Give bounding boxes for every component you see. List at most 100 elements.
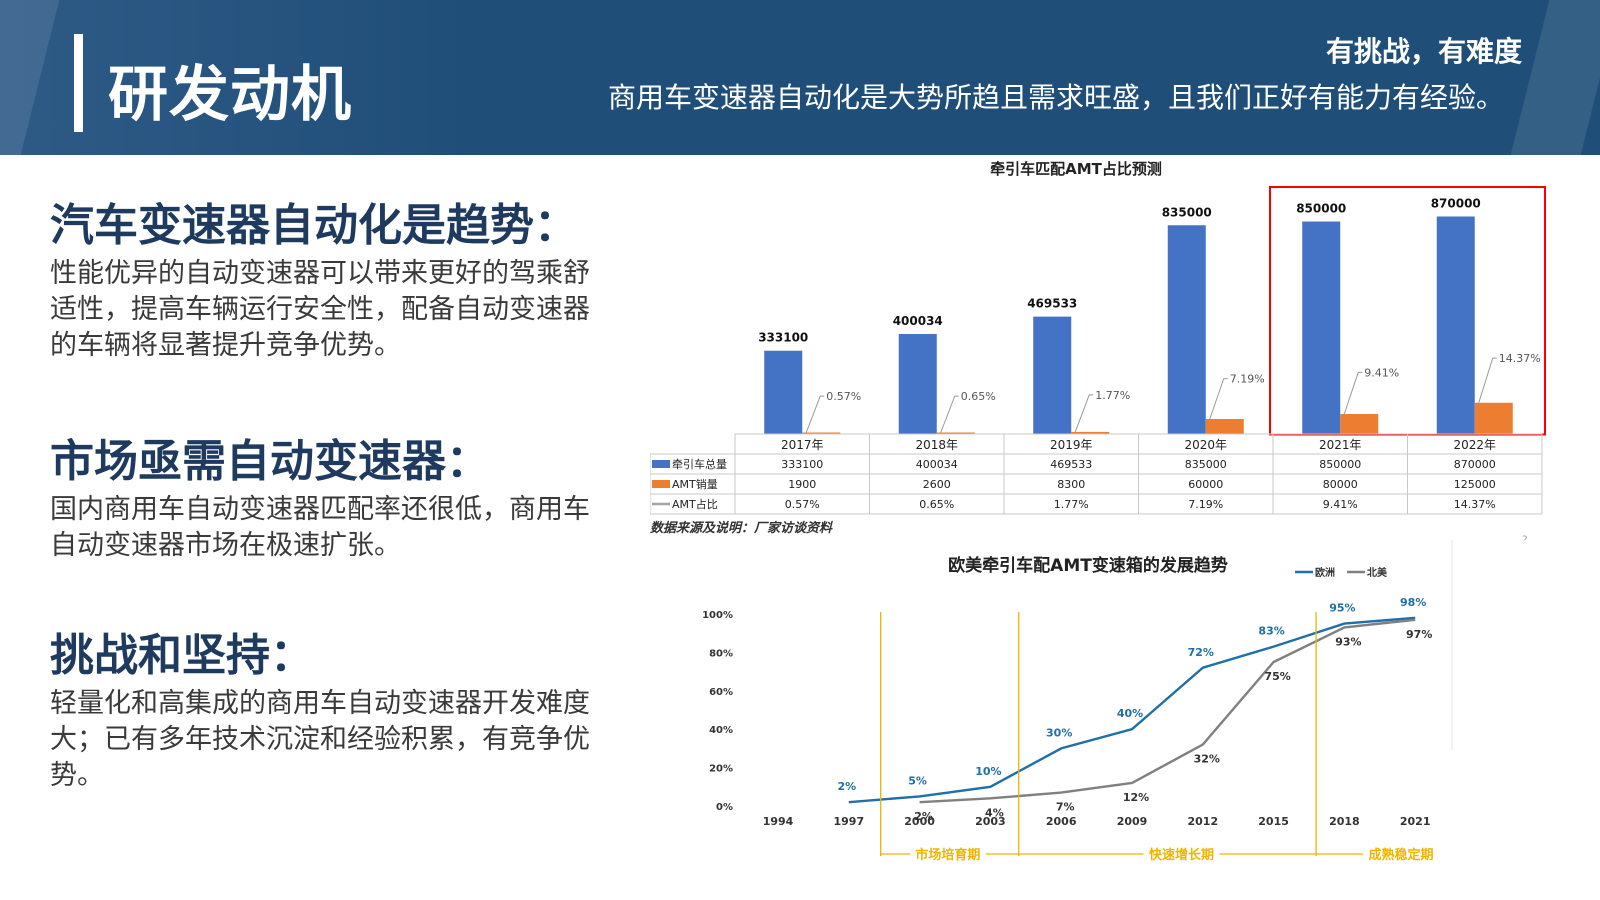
x-tick-label: 2012 <box>1187 815 1218 828</box>
data-label: 5% <box>908 774 927 787</box>
legend-label: 欧洲 <box>1315 566 1335 579</box>
data-label: 30% <box>1046 726 1072 739</box>
data-label: 75% <box>1264 670 1290 683</box>
bar-total <box>1436 216 1475 434</box>
source-note: 数据来源及说明：厂家访谈资料 <box>650 520 833 536</box>
table-header-cell: 2020年 <box>1184 438 1227 452</box>
pct-leader-line <box>805 395 825 433</box>
table-cell: 469533 <box>1050 458 1092 471</box>
pct-label: 1.77% <box>1095 389 1130 402</box>
x-tick-label: 2015 <box>1258 815 1289 828</box>
page-number: 2 <box>1522 535 1528 540</box>
bar-amt <box>1474 402 1513 434</box>
bar-label-total: 835000 <box>1162 205 1212 219</box>
table-header-cell: 2019年 <box>1050 438 1093 452</box>
bar-label-total: 870000 <box>1431 197 1481 211</box>
data-label: 40% <box>1117 707 1143 720</box>
table-header-cell: 2021年 <box>1319 438 1362 452</box>
table-cell: 60000 <box>1188 478 1223 491</box>
y-tick-label: 80% <box>709 648 733 659</box>
x-tick-label: 2021 <box>1400 815 1431 828</box>
pct-leader-line <box>1209 378 1228 420</box>
pct-leader-line <box>940 395 959 433</box>
table-cell: 0.65% <box>919 498 954 511</box>
y-tick-label: 100% <box>702 610 733 621</box>
table-cell: 80000 <box>1323 478 1358 491</box>
x-tick-label: 1994 <box>763 815 794 828</box>
legend-swatch <box>652 480 670 488</box>
bar-label-total: 469533 <box>1027 297 1077 311</box>
section-title: 市场亟需自动变速器： <box>50 436 490 487</box>
data-label: 98% <box>1400 596 1426 609</box>
data-label: 10% <box>975 765 1001 778</box>
section-body: 轻量化和高集成的商用车自动变速器开发难度大；已有多年技术沉淀和经验积累，有竞争优… <box>50 688 590 791</box>
table-cell: 835000 <box>1185 458 1227 471</box>
amt-forecast-chart: 牵引车匹配AMT占比预测 333100 0.57% 400034 0.65% 46953… <box>650 160 1546 540</box>
table-cell: 14.37% <box>1454 498 1496 511</box>
page-title: 研发动机 <box>108 60 352 130</box>
table-cell: 2600 <box>923 478 951 491</box>
phase-label: 成熟稳定期 <box>1369 847 1434 863</box>
pct-leader-line <box>1478 357 1497 403</box>
section-body: 国内商用车自动变速器匹配率还很低，商用车自动变速器市场在极速扩张。 <box>50 494 590 561</box>
phase-label-bg <box>909 845 986 863</box>
bar-label-total: 400034 <box>893 314 943 328</box>
data-label: 95% <box>1329 602 1355 615</box>
legend-swatch <box>652 460 670 468</box>
legend-label: 北美 <box>1367 566 1388 579</box>
eu-na-amt-trend-chart: 欧美牵引车配AMT变速箱的发展趋势 欧洲 北美 0% 20% 40% 60% 80% 100… <box>702 540 1453 863</box>
table-cell: 870000 <box>1454 458 1496 471</box>
bar-total <box>764 350 803 434</box>
header-stripe <box>1510 0 1600 155</box>
data-label: 7% <box>1056 801 1075 814</box>
data-label: 93% <box>1335 635 1361 648</box>
chart-title: 欧美牵引车配AMT变速箱的发展趋势 <box>948 555 1228 576</box>
x-tick-label: 2006 <box>1046 815 1077 828</box>
table-row-header: AMT销量 <box>672 477 718 491</box>
table-row-header: AMT占比 <box>672 497 718 511</box>
table-cell: 0.57% <box>785 498 820 511</box>
data-label: 2% <box>837 780 856 793</box>
pct-leader-line <box>1343 371 1363 415</box>
x-tick-label: 2009 <box>1117 815 1148 828</box>
table-cell: 1.77% <box>1054 498 1089 511</box>
bar-amt <box>1071 431 1110 434</box>
phase-label-bg <box>1143 845 1220 863</box>
data-label: 83% <box>1258 625 1284 638</box>
x-tick-label: 2018 <box>1329 815 1360 828</box>
y-tick-label: 20% <box>709 764 733 775</box>
section-trend: 汽车变速器自动化是趋势： 性能优异的自动变速器可以带来更好的驾乘舒适性，提高车辆… <box>50 200 610 364</box>
section-title: 挑战和坚持： <box>50 630 314 681</box>
table-row-header: 牵引车总量 <box>672 457 727 471</box>
table-cell: 7.19% <box>1188 498 1223 511</box>
pct-label: 0.57% <box>826 390 861 403</box>
phase-label-bg <box>1363 845 1440 863</box>
table-cell: 400034 <box>916 458 958 471</box>
pct-label: 0.65% <box>961 390 996 403</box>
pct-label: 9.41% <box>1364 366 1399 379</box>
data-label: 32% <box>1194 753 1220 766</box>
x-tick-label: 2000 <box>904 815 935 828</box>
bar-label-total: 850000 <box>1296 202 1346 216</box>
series-line <box>848 616 1416 804</box>
table-cell: 8300 <box>1057 478 1085 491</box>
bar-amt <box>802 432 841 434</box>
tagline-title: 有挑战，有难度 <box>1325 35 1522 68</box>
data-label: 12% <box>1123 791 1149 804</box>
header-banner: 研发动机 有挑战，有难度 商用车变速器自动化是大势所趋且需求旺盛，且我们正好有能… <box>0 0 1600 155</box>
section-challenge: 挑战和坚持： 轻量化和高集成的商用车自动变速器开发难度大；已有多年技术沉淀和经验… <box>50 630 610 794</box>
table-cell: 9.41% <box>1323 498 1358 511</box>
table-cell: 125000 <box>1454 478 1496 491</box>
data-label: 97% <box>1406 628 1432 641</box>
section-body: 性能优异的自动变速器可以带来更好的驾乘舒适性，提高车辆运行安全性，配备自动变速器… <box>50 258 590 361</box>
bar-total <box>898 333 937 434</box>
section-title: 汽车变速器自动化是趋势： <box>50 200 578 251</box>
bar-amt <box>1205 419 1244 434</box>
section-market: 市场亟需自动变速器： 国内商用车自动变速器匹配率还很低，商用车自动变速器市场在极… <box>50 436 610 564</box>
bar-label-total: 333100 <box>758 331 808 345</box>
pct-label: 14.37% <box>1499 352 1541 365</box>
data-label: 4% <box>985 806 1004 819</box>
data-label: 2% <box>914 810 933 823</box>
pct-leader-line <box>1074 394 1094 433</box>
tagline-subtitle: 商用车变速器自动化是大势所趋且需求旺盛，且我们正好有能力有经验。 <box>607 81 1504 114</box>
